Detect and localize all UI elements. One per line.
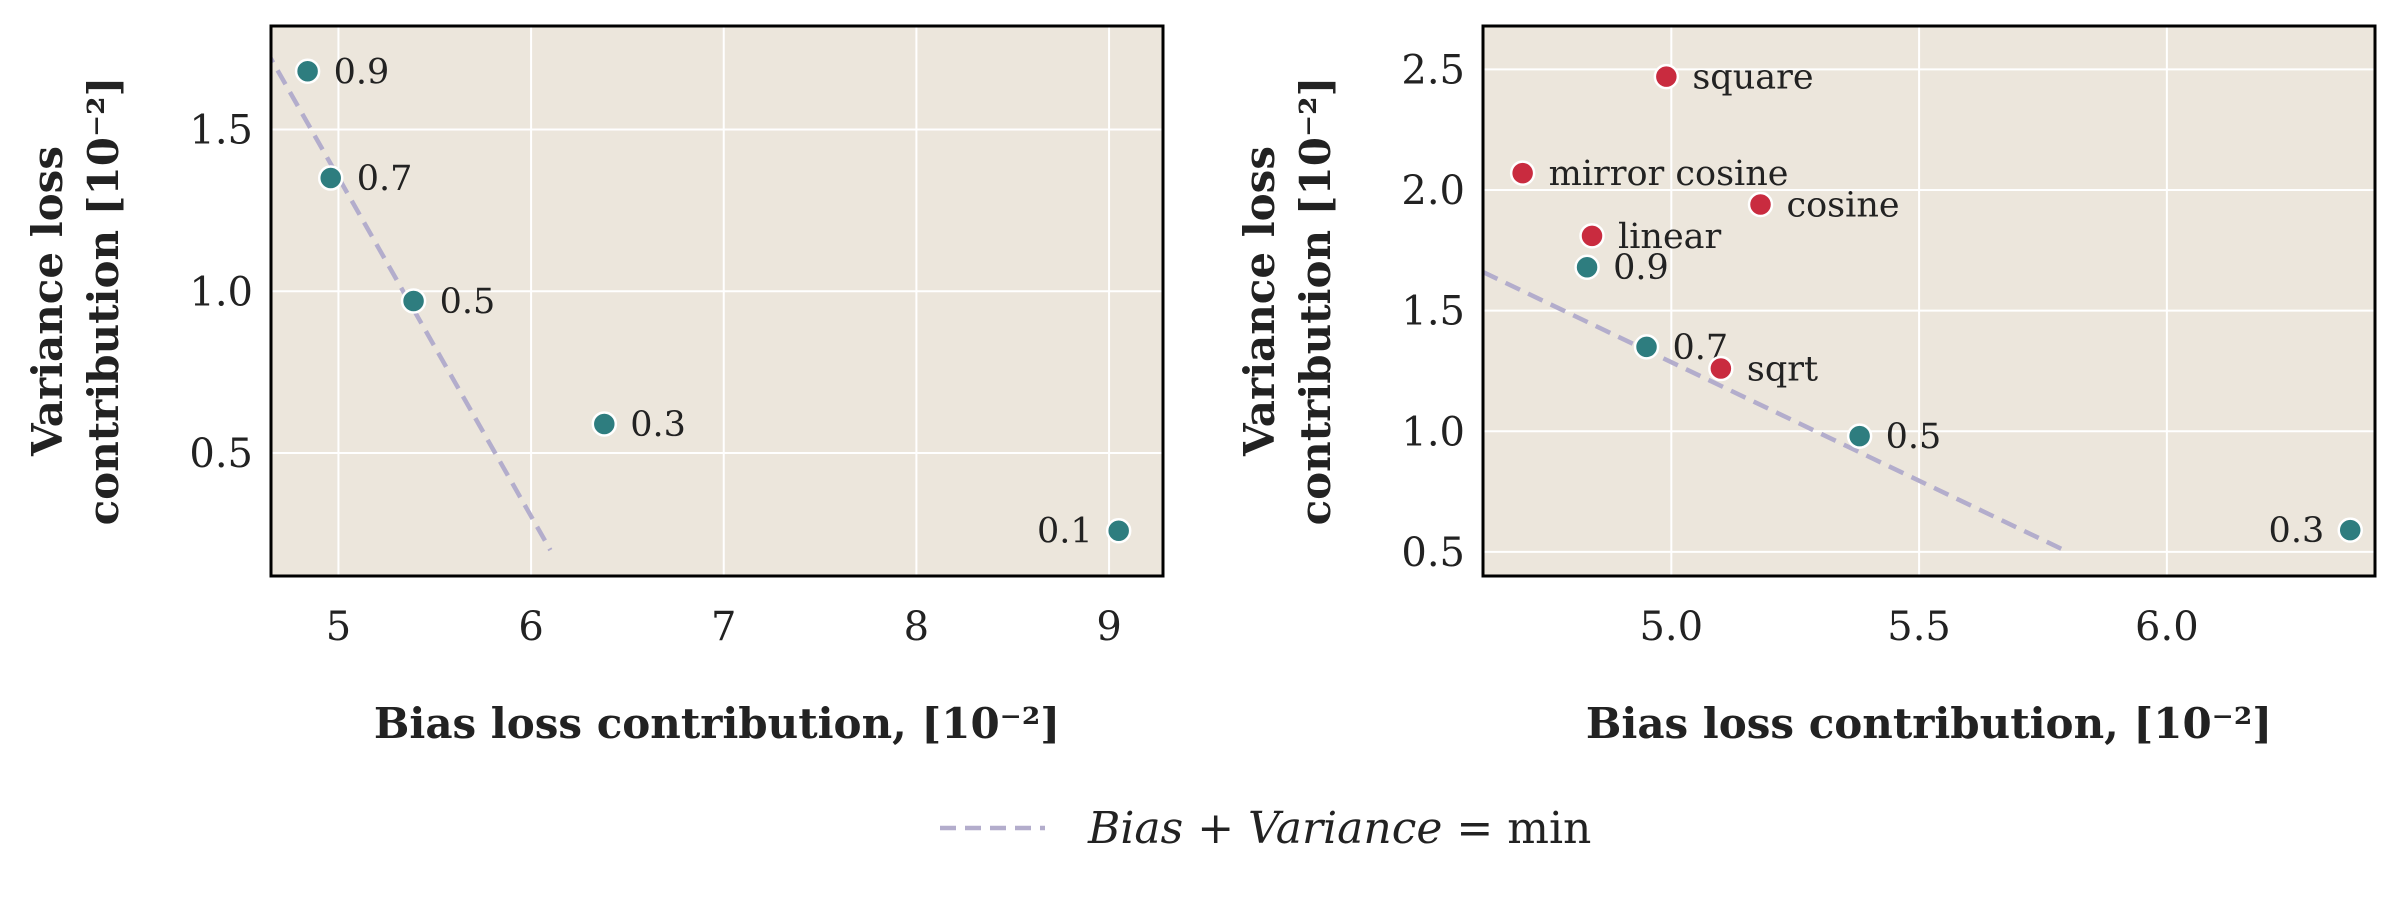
point-label: sqrt xyxy=(1747,350,1818,390)
point-label: 0.3 xyxy=(2269,511,2325,551)
data-point xyxy=(1574,254,1600,280)
y-tick-label: 0.5 xyxy=(189,431,253,477)
x-tick-label: 9 xyxy=(1096,604,1121,650)
data-point xyxy=(1105,517,1132,544)
y-tick-label: 2.0 xyxy=(1401,168,1465,214)
point-label: 0.1 xyxy=(1037,512,1093,552)
legend-label: Bias + Variance = min xyxy=(1087,803,1591,854)
x-axis-label: Bias loss contribution, [10⁻²] xyxy=(1586,699,2272,748)
data-point xyxy=(1509,160,1536,186)
plot-frame xyxy=(269,24,1165,578)
bias-variance-min-line xyxy=(1483,270,2069,554)
data-point xyxy=(400,288,427,314)
data-point xyxy=(1708,355,1734,382)
data-point xyxy=(1653,63,1680,90)
x-tick-label: 5.0 xyxy=(1639,604,1703,650)
point-label: cosine xyxy=(1787,186,1900,226)
data-point xyxy=(2337,517,2363,543)
y-axis-label-line1: Variance loss xyxy=(23,146,72,457)
point-label: 0.9 xyxy=(334,52,390,92)
y-axis-label-line2: contribution [10⁻²] xyxy=(79,77,128,526)
point-label: 0.9 xyxy=(1613,248,1669,288)
y-tick-label: 1.5 xyxy=(189,108,253,154)
point-label: linear xyxy=(1618,217,1722,257)
y-tick-label: 1.0 xyxy=(189,269,253,315)
x-tick-label: 5 xyxy=(326,604,351,650)
y-axis-label-line2: contribution [10⁻²] xyxy=(1291,77,1340,526)
x-tick-label: 6.0 xyxy=(2135,604,2199,650)
data-point xyxy=(294,58,321,85)
point-label: square xyxy=(1692,58,1813,98)
data-point xyxy=(317,165,344,191)
plot-frame xyxy=(1481,24,2377,578)
point-label: 0.5 xyxy=(1886,417,1942,457)
point-label: 0.7 xyxy=(357,159,413,199)
x-tick-label: 5.5 xyxy=(1887,604,1951,650)
data-point xyxy=(1633,334,1660,360)
point-label: mirror cosine xyxy=(1549,154,1789,194)
plot-background xyxy=(1483,26,2375,576)
x-axis-label: Bias loss contribution, [10⁻²] xyxy=(374,699,1060,748)
y-tick-label: 1.5 xyxy=(1401,289,1465,335)
data-point xyxy=(591,411,618,437)
legend-label-tail: = min xyxy=(1442,803,1591,854)
point-label: 0.5 xyxy=(440,282,496,322)
legend-label-italic: Bias + Variance xyxy=(1087,803,1442,854)
data-point xyxy=(1747,191,1774,218)
x-tick-label: 6 xyxy=(518,604,543,650)
y-tick-label: 1.0 xyxy=(1401,409,1465,455)
y-tick-label: 2.5 xyxy=(1401,47,1465,93)
y-tick-label: 0.5 xyxy=(1401,530,1465,576)
point-label: 0.3 xyxy=(630,405,686,445)
x-tick-label: 7 xyxy=(711,604,736,650)
y-axis-label-line1: Variance loss xyxy=(1235,146,1284,457)
legend: Bias + Variance = min xyxy=(940,803,1591,854)
data-point xyxy=(1846,423,1873,449)
data-point xyxy=(1579,223,1605,249)
left-scatter-panel: 0.9 0.7 0.5 0.3 0.1 5 6 7 8 9 0.5 1.0 1.5 Bias loss c… xyxy=(23,24,1165,748)
x-tick-label: 8 xyxy=(904,604,929,650)
